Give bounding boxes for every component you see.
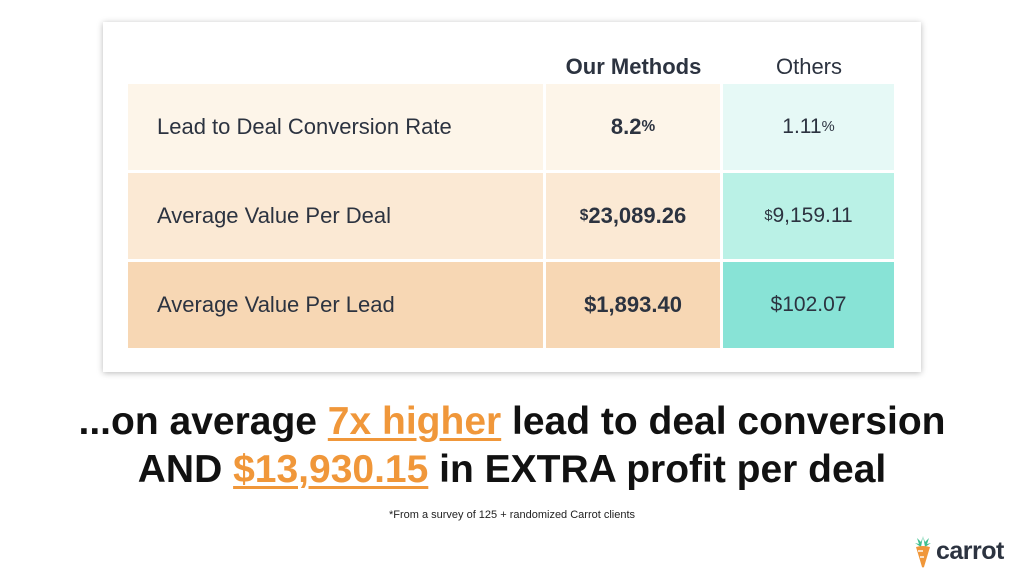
value-number: 23,089.26	[588, 203, 687, 228]
value-suffix: %	[641, 118, 656, 135]
headline-highlight-profit: $13,930.15	[233, 448, 429, 491]
headline-line-1: ...on average 7x higher lead to deal con…	[0, 400, 1024, 444]
value-number: $102.07	[770, 293, 847, 316]
logo-text: carrot	[936, 536, 1004, 565]
footnote: *From a survey of 125 + randomized Carro…	[388, 509, 636, 521]
value-number: 1.11	[782, 115, 822, 138]
others-value-per-lead: $102.07	[723, 262, 894, 348]
header-our-methods: Our Methods	[565, 54, 702, 79]
ours-conversion-rate: 8.2%	[546, 84, 720, 170]
headline-text: lead to deal conversion	[501, 400, 946, 443]
carrot-icon	[915, 536, 931, 568]
others-conversion-rate: 1.11%	[723, 84, 894, 170]
ours-value-per-deal: $23,089.26	[546, 173, 720, 259]
value-number: 8.2	[610, 114, 642, 139]
row-label-conversion-rate: Lead to Deal Conversion Rate	[128, 84, 543, 170]
value-suffix: %	[821, 119, 835, 135]
others-value-per-deal: $9,159.11	[723, 173, 894, 259]
headline-text: AND	[137, 448, 234, 491]
value-prefix: $	[579, 207, 589, 224]
row-label-value-per-lead: Average Value Per Lead	[128, 262, 543, 348]
headline-text: in EXTRA profit per deal	[428, 448, 887, 491]
headline-line-2: AND $13,930.15 in EXTRA profit per deal	[0, 448, 1024, 492]
comparison-table: Our Methods Others Lead to Deal Conversi…	[103, 22, 921, 372]
value-prefix: $	[764, 208, 773, 224]
ours-value-per-lead: $1,893.40	[546, 262, 720, 348]
value-number: 9,159.11	[772, 204, 853, 227]
header-others: Others	[775, 54, 843, 79]
headline-text: ...on average	[78, 400, 328, 443]
headline-highlight-multiplier: 7x higher	[327, 400, 502, 443]
value-number: $1,893.40	[584, 292, 682, 317]
carrot-logo: carrot	[912, 534, 1004, 568]
row-label-value-per-deal: Average Value Per Deal	[128, 173, 543, 259]
